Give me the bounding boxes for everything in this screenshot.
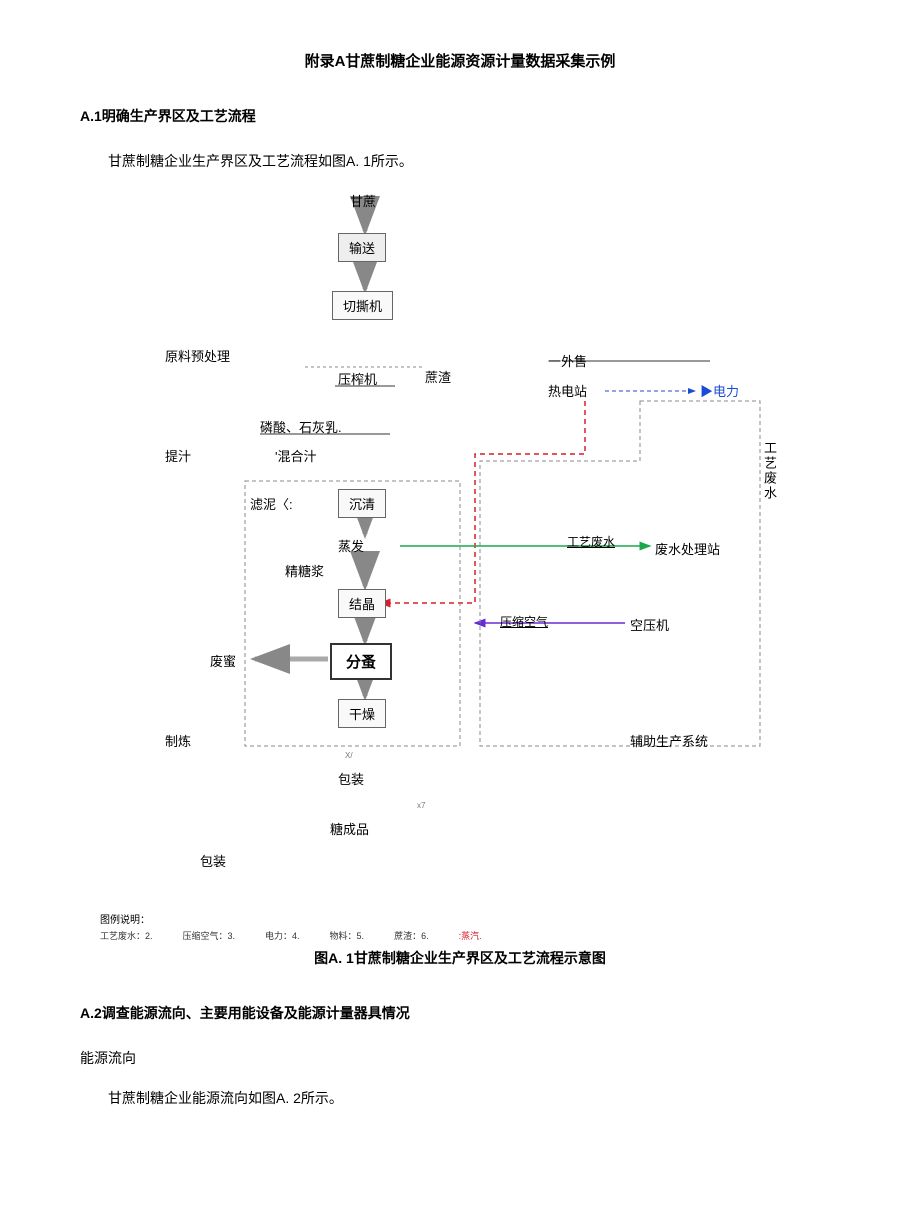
legend-item: 蔗渣：6. bbox=[394, 929, 429, 942]
node-clarify: 沉清 bbox=[338, 489, 386, 518]
legend-row: 工艺废水：2. 压缩空气：3. 电力：4. 物料：5. 蔗渣：6. :蒸汽. bbox=[100, 929, 840, 942]
figure-caption: 图A. 1甘蔗制糖企业生产界区及工艺流程示意图 bbox=[80, 948, 840, 968]
label-wastewater: 工艺废水 bbox=[567, 533, 615, 550]
node-compressor: 空压机 bbox=[630, 615, 669, 634]
label-mud: 滤泥〈: bbox=[250, 494, 293, 513]
label-phos: 磷酸、石灰乳. bbox=[260, 417, 342, 436]
legend-item: 压缩空气：3. bbox=[183, 929, 236, 942]
main-title: 附录A甘蔗制糖企业能源资源计量数据采集示例 bbox=[80, 50, 840, 71]
node-dry: 干燥 bbox=[338, 699, 386, 728]
mark-x7b: x7 bbox=[417, 801, 425, 810]
node-crystal: 结晶 bbox=[338, 589, 386, 618]
label-process-wastewater-v: 工艺废水 bbox=[760, 441, 779, 501]
label-mixjuice: '混合汁 bbox=[275, 446, 316, 465]
legend-item: 物料：5. bbox=[330, 929, 365, 942]
node-sugarcane: 甘蔗 bbox=[350, 191, 376, 210]
node-centrifuge: 分蚤 bbox=[330, 643, 392, 680]
node-powerstation: 热电站 bbox=[548, 381, 587, 400]
legend-title: 图例说明： bbox=[100, 911, 840, 926]
node-shredder: 切撕机 bbox=[332, 291, 393, 320]
label-compressed-air: 压缩空气 bbox=[500, 613, 548, 630]
label-product: 糖成品 bbox=[330, 819, 369, 838]
label-refine: 制炼 bbox=[165, 731, 191, 750]
legend-item: 电力：4. bbox=[265, 929, 300, 942]
legend-item: 工艺废水：2. bbox=[100, 929, 153, 942]
label-syrup: 精糖浆 bbox=[285, 561, 324, 580]
label-bagasse: 蔗渣 bbox=[425, 367, 451, 386]
flow-diagram: 甘蔗 输送 切撕机 原料预处理 压榨机 蔗渣 一外售 热电站 ▶电力 磷酸、石灰… bbox=[80, 191, 840, 891]
section-a2-intro: 甘蔗制糖企业能源流向如图A. 2所示。 bbox=[80, 1088, 840, 1108]
label-pack: 包装 bbox=[338, 769, 364, 788]
node-evaporate: 蒸发 bbox=[338, 536, 364, 555]
label-pretreat: 原料预处理 bbox=[165, 346, 230, 365]
mark-x7a: X/ bbox=[345, 751, 353, 760]
label-aux-system: 辅助生产系统 bbox=[630, 731, 708, 750]
label-press: 压榨机 bbox=[338, 369, 377, 388]
legend-item: :蒸汽. bbox=[459, 929, 482, 942]
node-wastewater-station: 废水处理站 bbox=[655, 539, 720, 558]
label-outsale: 一外售 bbox=[548, 351, 587, 370]
subsection-flow: 能源流向 bbox=[80, 1048, 840, 1068]
section-a1-intro: 甘蔗制糖企业生产界区及工艺流程如图A. 1所示。 bbox=[80, 151, 840, 171]
label-electricity: ▶电力 bbox=[700, 381, 739, 400]
label-extract: 提汁 bbox=[165, 446, 191, 465]
node-transport: 输送 bbox=[338, 233, 386, 262]
section-a2-title: A.2调查能源流向、主要用能设备及能源计量器具情况 bbox=[80, 1003, 840, 1023]
label-molasses: 废蜜 bbox=[210, 651, 236, 670]
section-a1-title: A.1明确生产界区及工艺流程 bbox=[80, 106, 840, 126]
label-pack2: 包装 bbox=[200, 851, 226, 870]
